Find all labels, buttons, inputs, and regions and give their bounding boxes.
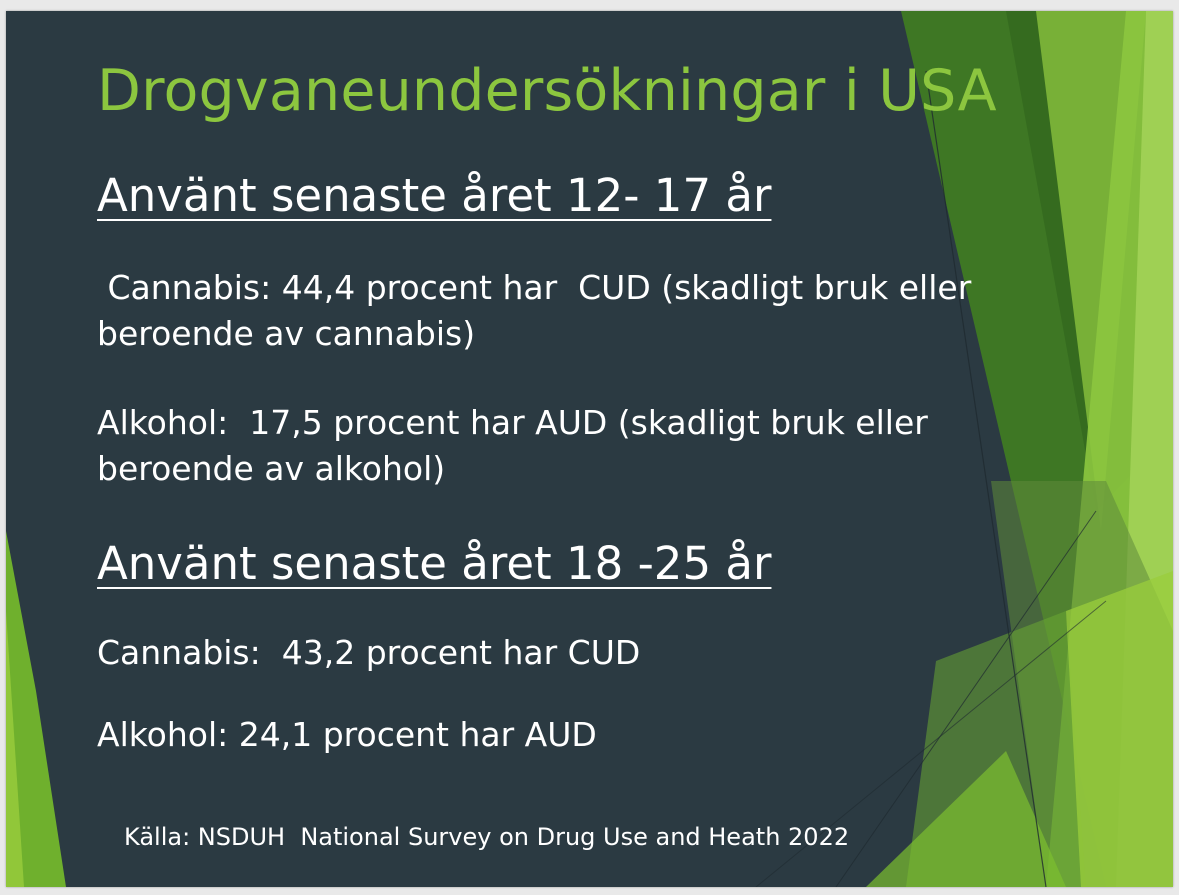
section-heading-18-25: Använt senaste året 18 -25 år xyxy=(97,537,772,590)
slide-title: Drogvaneundersökningar i USA xyxy=(97,58,997,124)
alcohol-12-17-line2: beroende av alkohol) xyxy=(97,449,446,488)
alcohol-12-17-line1: Alkohol: 17,5 procent har AUD (skadligt … xyxy=(97,403,928,442)
section-heading-12-17: Använt senaste året 12- 17 år xyxy=(97,169,772,222)
source-citation: Källa: NSDUH National Survey on Drug Use… xyxy=(124,823,850,851)
cannabis-12-17-line2: beroende av cannabis) xyxy=(97,314,476,353)
slide: Drogvaneundersökningar i USA Använt sena… xyxy=(6,11,1173,887)
cannabis-18-25-line: Cannabis: 43,2 procent har CUD xyxy=(97,633,641,672)
cannabis-12-17-paragraph: Cannabis: 44,4 procent har CUD (skadligt… xyxy=(97,265,971,357)
alcohol-12-17-paragraph: Alkohol: 17,5 procent har AUD (skadligt … xyxy=(97,400,928,492)
alcohol-18-25-line: Alkohol: 24,1 procent har AUD xyxy=(97,715,597,754)
green-facet-decoration xyxy=(6,11,1173,887)
cannabis-12-17-line1: Cannabis: 44,4 procent har CUD (skadligt… xyxy=(97,268,972,307)
